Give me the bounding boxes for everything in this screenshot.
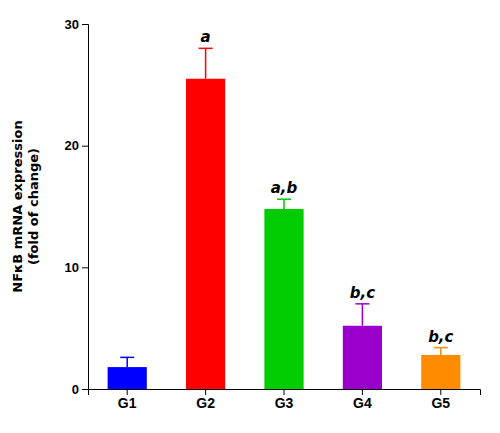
significance-label: a,b	[271, 179, 298, 197]
y-tick: 30	[65, 17, 88, 32]
y-tick-label: 30	[65, 17, 79, 32]
y-tick: 20	[65, 138, 88, 153]
x-tick: G3	[275, 389, 294, 411]
y-axis: 0 10 20 30	[65, 17, 89, 397]
error-bar	[434, 348, 448, 355]
y-tick: 10	[65, 260, 88, 275]
y-axis-title-line: NFκB mRNA expression	[10, 120, 25, 292]
error-line	[440, 348, 442, 355]
y-tick-label: 10	[65, 260, 79, 275]
error-cap	[199, 48, 213, 50]
error-line	[126, 357, 128, 367]
error-line	[205, 48, 207, 78]
error-bar	[355, 304, 369, 326]
error-bar	[277, 199, 291, 209]
error-cap	[434, 347, 448, 349]
y-axis-line	[82, 25, 89, 390]
bar	[186, 79, 225, 389]
x-tick: G1	[118, 389, 137, 411]
error-cap	[355, 303, 369, 305]
x-tick-label: G5	[431, 395, 450, 411]
y-tick-mark	[82, 389, 88, 390]
chart-container: a a,b b,c b,c 0 10 20 30 G1 G2 G3 G4 G5 NFκB mRNA exp…	[0, 0, 500, 433]
error-line	[283, 199, 285, 209]
x-axis: G1 G2 G3 G4 G5	[89, 389, 481, 411]
significance-label: a	[201, 28, 211, 46]
chart-svg: a a,b b,c b,c 0 10 20 30 G1 G2 G3 G4 G5 NFκB mRNA exp…	[0, 0, 500, 433]
y-axis-title: NFκB mRNA expression(fold of change)	[10, 120, 41, 292]
bar	[343, 326, 382, 389]
error-bar	[120, 357, 134, 367]
y-tick: 0	[72, 382, 88, 397]
x-tick-label: G4	[353, 395, 372, 411]
y-tick-mark	[82, 24, 88, 25]
annotations: a a,b b,c b,c	[201, 28, 454, 345]
x-tick-label: G3	[275, 395, 294, 411]
bar	[421, 355, 460, 389]
significance-label: b,c	[428, 328, 453, 346]
x-tick: G2	[196, 389, 215, 411]
error-line	[362, 304, 364, 326]
x-tick-label: G1	[118, 395, 137, 411]
y-axis-title-line: (fold of change)	[26, 148, 41, 265]
x-tick-label: G2	[196, 395, 215, 411]
bar	[108, 367, 147, 389]
error-bar	[199, 48, 213, 78]
x-tick: G4	[353, 389, 372, 411]
y-tick-mark	[82, 267, 88, 268]
error-cap	[277, 198, 291, 200]
plot-area: a a,b b,c b,c 0 10 20 30 G1 G2 G3 G4 G5 NFκB mRNA exp…	[10, 17, 481, 411]
marks	[108, 48, 461, 389]
bar	[264, 209, 303, 389]
x-tick: G5	[431, 389, 450, 411]
error-cap	[120, 357, 134, 359]
significance-label: b,c	[350, 284, 375, 302]
y-tick-label: 20	[65, 138, 79, 153]
y-tick-label: 0	[72, 382, 79, 397]
y-tick-mark	[82, 146, 88, 147]
